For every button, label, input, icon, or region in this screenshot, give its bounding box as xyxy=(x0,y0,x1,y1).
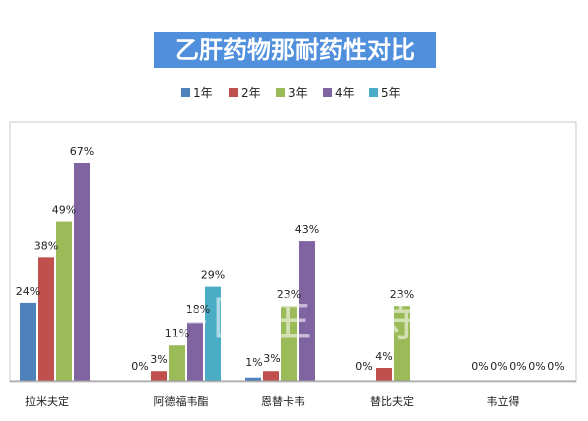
value-label-2-4: 18% xyxy=(186,303,210,316)
value-label-5-3: 0% xyxy=(509,360,526,373)
value-label-2-3: 11% xyxy=(165,327,189,340)
category-label-4: 替比夫定 xyxy=(370,394,414,408)
legend-label-5: 5年 xyxy=(381,86,401,100)
value-label-1-2: 38% xyxy=(34,239,58,252)
bar-3-3 xyxy=(281,306,297,381)
legend-label-3: 3年 xyxy=(288,86,308,100)
category-label-2: 阿德福韦酯 xyxy=(154,394,209,408)
bar-4-2 xyxy=(376,367,392,381)
title-background xyxy=(154,32,436,68)
legend-swatch-4 xyxy=(323,88,332,97)
bar-3-2 xyxy=(263,371,279,381)
legend-label-2: 2年 xyxy=(241,86,261,100)
legend-swatch-5 xyxy=(369,88,378,97)
bar-1-1 xyxy=(20,302,36,381)
value-label-2-5: 29% xyxy=(201,269,225,282)
value-label-2-2: 3% xyxy=(150,353,167,366)
value-label-1-3: 49% xyxy=(52,204,76,217)
value-label-2-1: 0% xyxy=(131,360,148,373)
value-label-3-1: 1% xyxy=(245,356,262,369)
bar-4-3 xyxy=(394,306,410,381)
value-label-1-1: 24% xyxy=(16,285,40,298)
bar-2-2 xyxy=(151,371,167,381)
value-label-5-2: 0% xyxy=(490,360,507,373)
bar-2-4 xyxy=(187,322,203,381)
category-labels: 拉米夫定 阿德福韦酯 恩替卡韦 替比夫定 韦立得 xyxy=(25,394,520,408)
bar-1-3 xyxy=(56,221,72,381)
category-label-1: 拉米夫定 xyxy=(25,394,69,408)
value-label-4-2: 4% xyxy=(375,350,392,363)
bars: 24%38%49%67%0%3%11%18%29%1% 3%23%43%0%4%2… xyxy=(16,145,565,381)
legend: 1年 2年 3年 4年 5年 xyxy=(181,86,401,100)
value-label-5-4: 0% xyxy=(528,360,545,373)
bar-2-3 xyxy=(169,345,185,381)
legend-swatch-3 xyxy=(276,88,285,97)
watermark: 妙手医生新特药 xyxy=(108,291,472,347)
bar-1-2 xyxy=(38,257,54,381)
bar-3-4 xyxy=(299,241,315,381)
legend-swatch-1 xyxy=(181,88,190,97)
value-label-4-3: 23% xyxy=(390,288,414,301)
bar-3-1 xyxy=(245,377,261,381)
value-label-3-4: 43% xyxy=(295,223,319,236)
value-label-3-3: 23% xyxy=(277,288,301,301)
legend-label-1: 1年 xyxy=(193,86,213,100)
chart-title: 乙肝药物那耐药性对比 xyxy=(175,36,415,64)
value-label-5-1: 0% xyxy=(471,360,488,373)
value-label-1-4: 67% xyxy=(70,145,94,158)
bar-2-5 xyxy=(205,286,221,381)
category-label-5: 韦立得 xyxy=(487,394,520,408)
legend-label-4: 4年 xyxy=(335,86,355,100)
legend-swatch-2 xyxy=(229,88,238,97)
value-label-4-1: 0% xyxy=(355,360,372,373)
value-label-5-5: 0% xyxy=(547,360,564,373)
bar-1-4 xyxy=(74,163,90,381)
value-label-3-2: 3% xyxy=(263,352,280,365)
category-label-3: 恩替卡韦 xyxy=(261,394,305,408)
